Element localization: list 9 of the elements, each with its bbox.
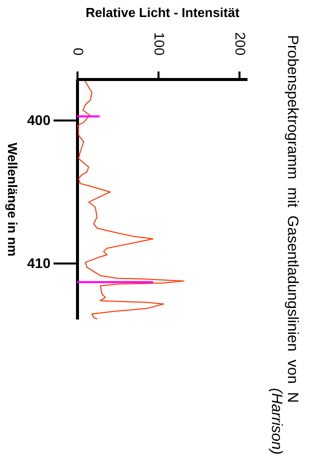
text: Probenspektrogramm mit Gasentladungslinien von N (284, 35, 301, 403)
x-tick-label: 0 (70, 48, 86, 56)
y-tick-label: 400 (27, 112, 51, 128)
x-axis-title: Relative Licht - Intensität (86, 5, 240, 20)
x-tick-label: 100 (151, 32, 168, 56)
y-axis-title: Wellenlänge in nm (5, 142, 20, 256)
x-tick-label: 200 (232, 32, 248, 56)
text: (Harrison) (268, 388, 285, 455)
y-tick-label: 410 (27, 254, 51, 271)
